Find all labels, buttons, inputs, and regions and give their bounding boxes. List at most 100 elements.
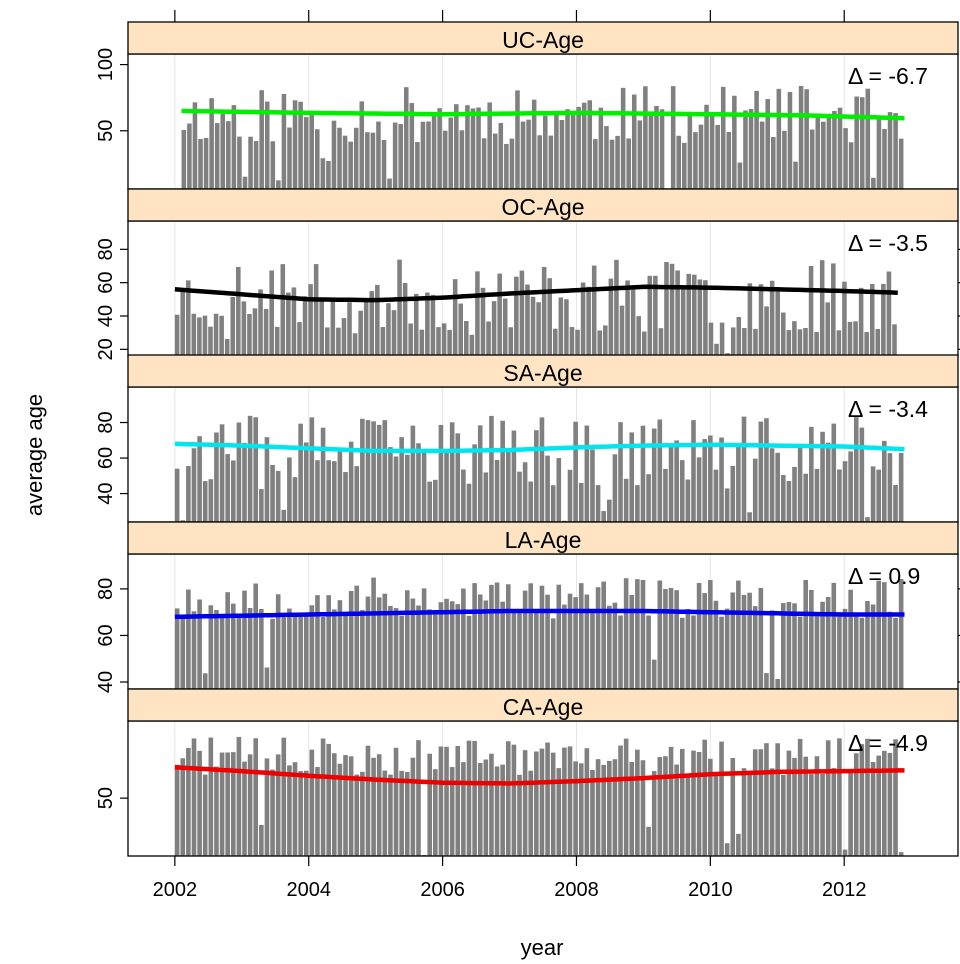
bar <box>562 747 567 856</box>
bar <box>326 743 331 856</box>
bar-group <box>174 415 904 522</box>
bar <box>214 432 219 522</box>
bar <box>803 327 808 356</box>
bar <box>578 763 584 856</box>
bar <box>500 420 505 522</box>
bar <box>426 121 431 189</box>
bar <box>595 759 601 856</box>
bar <box>483 472 489 522</box>
bar <box>564 299 569 356</box>
bar <box>298 423 303 522</box>
bar <box>399 770 404 856</box>
bar <box>893 739 898 856</box>
bar <box>404 590 410 689</box>
bar <box>663 588 668 689</box>
bar <box>687 111 693 189</box>
bar <box>865 738 870 856</box>
bar <box>898 578 904 689</box>
bar <box>893 113 898 189</box>
bar <box>859 427 865 522</box>
bar <box>668 746 674 856</box>
bar <box>819 260 825 356</box>
bar <box>679 460 685 522</box>
bar <box>881 283 886 356</box>
bar <box>871 177 876 189</box>
bar <box>219 315 224 356</box>
bar <box>509 138 515 189</box>
bar <box>186 466 191 522</box>
bar <box>330 298 336 356</box>
bar <box>809 589 814 689</box>
bar <box>259 489 264 522</box>
bar <box>438 424 444 522</box>
bar <box>708 322 714 356</box>
bar <box>603 325 608 356</box>
bar <box>253 738 259 856</box>
bar <box>876 469 881 522</box>
y-tick-label: 40 <box>95 482 117 504</box>
bar <box>736 444 741 522</box>
bar <box>427 753 433 856</box>
bar <box>291 287 297 356</box>
bar <box>388 774 393 856</box>
bar <box>831 423 837 522</box>
bar <box>269 270 274 356</box>
bar <box>618 615 623 689</box>
bar <box>640 579 646 689</box>
bar <box>685 608 691 689</box>
bar <box>792 603 797 689</box>
delta-symbol: Δ <box>848 563 863 589</box>
bar <box>584 425 590 522</box>
bar <box>887 453 893 522</box>
bar <box>444 746 449 856</box>
bar <box>597 330 603 356</box>
bar <box>502 298 508 356</box>
bar <box>292 762 298 856</box>
bar <box>354 466 360 522</box>
bar <box>636 316 641 356</box>
bar <box>573 761 578 856</box>
bar <box>461 588 466 689</box>
bar <box>487 102 492 189</box>
bar <box>225 592 230 689</box>
bar <box>320 427 326 522</box>
bar <box>358 310 363 356</box>
bar <box>286 292 291 356</box>
bar <box>477 762 483 856</box>
bar <box>419 329 425 356</box>
x-axis-label: year <box>521 935 564 960</box>
bar <box>287 457 292 522</box>
bar <box>480 287 486 356</box>
bar <box>319 301 324 356</box>
bar <box>859 744 865 856</box>
bar <box>331 609 337 689</box>
bar <box>643 86 648 189</box>
bar <box>287 127 292 189</box>
bar <box>519 270 525 356</box>
bar <box>472 740 477 856</box>
delta-value: = 0.9 <box>862 563 920 589</box>
bar <box>653 275 658 356</box>
bar <box>820 773 825 856</box>
bar <box>775 678 780 689</box>
bar <box>331 753 337 856</box>
bar <box>576 106 581 189</box>
bar <box>427 609 433 689</box>
bar <box>174 608 180 689</box>
bar <box>670 86 676 189</box>
bar <box>476 107 481 189</box>
bar <box>369 291 375 356</box>
bar <box>522 750 528 856</box>
bar <box>472 583 477 689</box>
bar <box>792 321 797 356</box>
bar <box>315 460 320 522</box>
bar <box>770 137 776 189</box>
bar <box>430 294 436 356</box>
bar <box>421 588 427 689</box>
bar <box>719 437 724 522</box>
bar <box>427 481 433 522</box>
bar <box>607 605 612 689</box>
bar <box>437 108 442 189</box>
bar <box>420 121 426 189</box>
bar <box>348 756 354 856</box>
